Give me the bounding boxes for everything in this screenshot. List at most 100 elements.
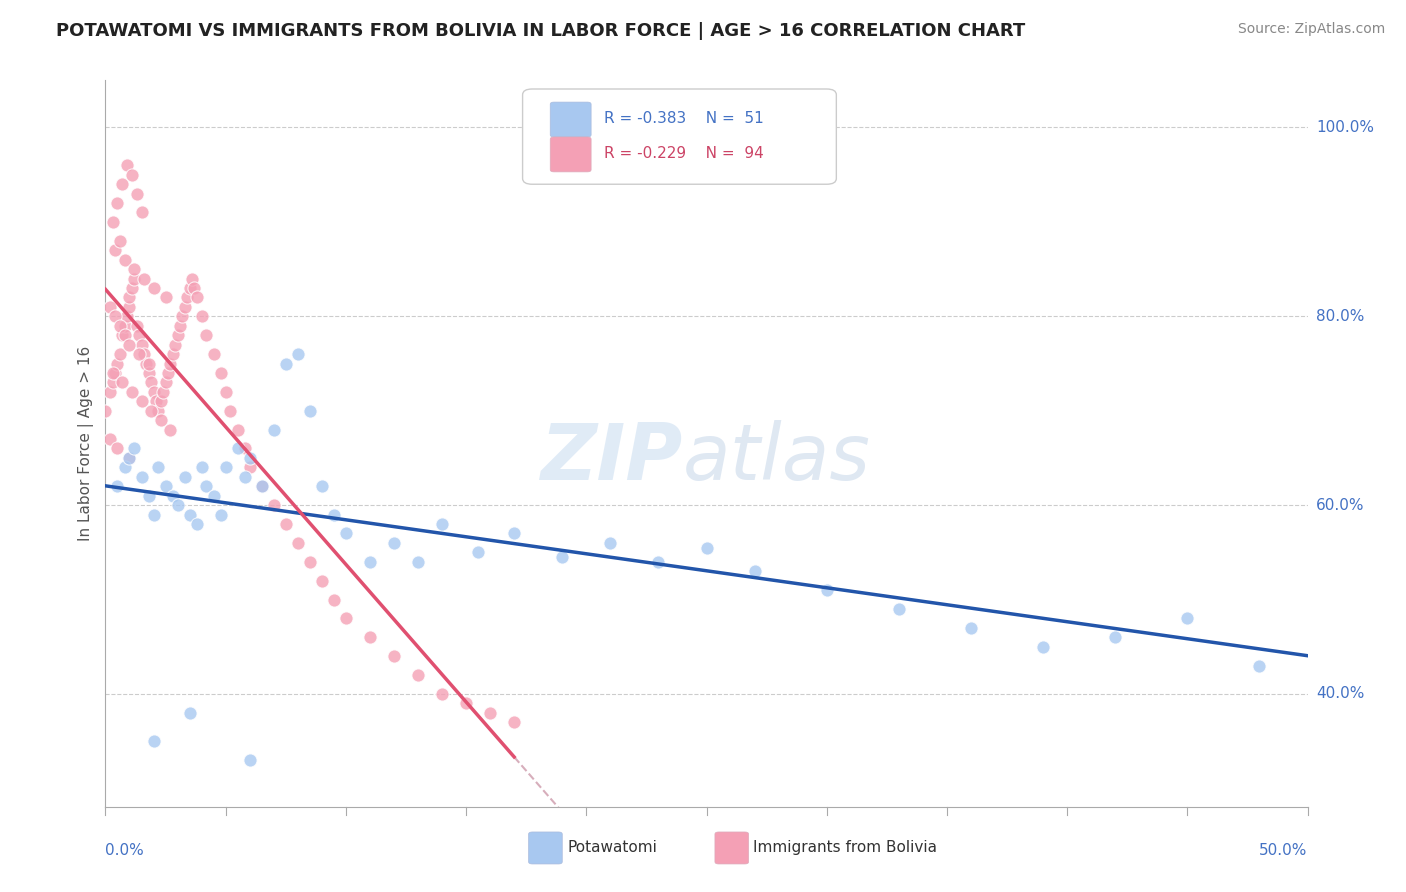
Point — [131, 205, 153, 219]
Point — [430, 516, 453, 531]
Point — [118, 450, 141, 465]
Point — [239, 450, 262, 465]
Point — [142, 508, 165, 522]
Point — [599, 536, 621, 550]
Point — [382, 649, 405, 664]
Point — [195, 328, 218, 343]
Point — [139, 403, 162, 417]
Point — [148, 460, 170, 475]
Point — [124, 262, 146, 277]
Point — [322, 508, 344, 522]
Text: 60.0%: 60.0% — [1316, 498, 1364, 513]
Point — [359, 555, 381, 569]
Point — [131, 394, 153, 409]
Point — [322, 592, 344, 607]
Point — [172, 310, 194, 324]
Text: 80.0%: 80.0% — [1316, 309, 1364, 324]
Point — [115, 158, 138, 172]
Point — [142, 734, 165, 748]
Point — [114, 460, 136, 475]
Point — [406, 668, 429, 682]
Point — [124, 442, 146, 456]
Point — [111, 177, 134, 191]
Point — [165, 337, 187, 351]
Point — [104, 244, 127, 258]
Point — [98, 432, 121, 446]
Point — [128, 347, 150, 361]
Point — [138, 366, 160, 380]
Point — [111, 328, 134, 343]
Point — [190, 460, 212, 475]
Point — [226, 442, 249, 456]
Point — [186, 290, 208, 304]
Text: 100.0%: 100.0% — [1316, 120, 1374, 135]
Point — [162, 489, 184, 503]
Point — [219, 403, 242, 417]
FancyBboxPatch shape — [529, 832, 562, 864]
Text: R = -0.383    N =  51: R = -0.383 N = 51 — [605, 112, 763, 127]
Point — [696, 541, 718, 555]
Point — [145, 394, 167, 409]
Point — [138, 357, 160, 371]
Point — [744, 564, 766, 578]
Point — [209, 366, 232, 380]
Point — [118, 290, 141, 304]
FancyBboxPatch shape — [550, 102, 591, 137]
Text: ZIP: ZIP — [540, 420, 682, 496]
Point — [139, 376, 162, 390]
Point — [195, 479, 218, 493]
Point — [311, 479, 333, 493]
Point — [159, 423, 181, 437]
Point — [202, 489, 225, 503]
Text: R = -0.229    N =  94: R = -0.229 N = 94 — [605, 146, 763, 161]
Point — [169, 318, 191, 333]
Point — [239, 753, 262, 767]
Point — [430, 687, 453, 701]
Text: POTAWATOMI VS IMMIGRANTS FROM BOLIVIA IN LABOR FORCE | AGE > 16 CORRELATION CHAR: POTAWATOMI VS IMMIGRANTS FROM BOLIVIA IN… — [56, 22, 1025, 40]
Point — [131, 337, 153, 351]
Point — [226, 423, 249, 437]
Point — [359, 630, 381, 644]
Point — [179, 281, 201, 295]
Point — [149, 413, 172, 427]
Point — [107, 357, 129, 371]
Point — [155, 290, 177, 304]
Point — [104, 366, 127, 380]
Point — [479, 706, 502, 720]
Point — [503, 526, 526, 541]
Point — [138, 489, 160, 503]
Point — [233, 442, 256, 456]
Point — [190, 310, 212, 324]
Point — [121, 384, 143, 399]
Point — [156, 366, 179, 380]
Point — [149, 394, 172, 409]
Point — [173, 470, 195, 484]
Point — [551, 550, 574, 565]
Point — [202, 347, 225, 361]
Point — [104, 310, 127, 324]
Point — [166, 328, 188, 343]
Point — [114, 252, 136, 267]
Y-axis label: In Labor Force | Age > 16: In Labor Force | Age > 16 — [79, 346, 94, 541]
Point — [311, 574, 333, 588]
Point — [214, 384, 236, 399]
Point — [108, 347, 131, 361]
Point — [250, 479, 273, 493]
Point — [298, 555, 321, 569]
Point — [98, 384, 121, 399]
Point — [1032, 640, 1054, 654]
Point — [142, 384, 165, 399]
Point — [118, 450, 141, 465]
FancyBboxPatch shape — [550, 137, 591, 172]
Point — [107, 196, 129, 211]
Point — [467, 545, 489, 559]
Point — [173, 300, 195, 314]
Point — [94, 403, 117, 417]
Point — [1104, 630, 1126, 644]
Text: Source: ZipAtlas.com: Source: ZipAtlas.com — [1237, 22, 1385, 37]
Point — [118, 300, 141, 314]
Point — [101, 376, 124, 390]
Point — [131, 470, 153, 484]
FancyBboxPatch shape — [523, 89, 837, 185]
Point — [250, 479, 273, 493]
